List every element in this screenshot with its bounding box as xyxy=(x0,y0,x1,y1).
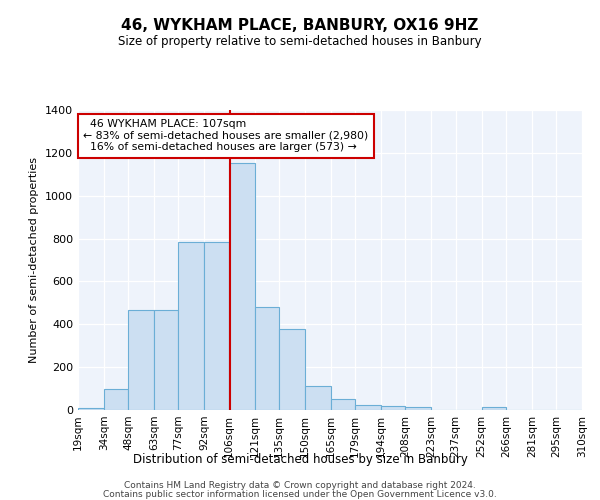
Bar xyxy=(331,400,355,410)
Bar xyxy=(229,162,254,410)
Bar xyxy=(406,407,431,410)
Bar xyxy=(104,388,128,410)
Bar xyxy=(78,408,104,410)
Bar xyxy=(381,406,406,410)
Text: Distribution of semi-detached houses by size in Banbury: Distribution of semi-detached houses by … xyxy=(133,452,467,466)
Bar xyxy=(279,328,305,410)
Bar xyxy=(128,310,154,410)
Text: Contains HM Land Registry data © Crown copyright and database right 2024.: Contains HM Land Registry data © Crown c… xyxy=(124,481,476,490)
Text: 46 WYKHAM PLACE: 107sqm  
← 83% of semi-detached houses are smaller (2,980)
  16: 46 WYKHAM PLACE: 107sqm ← 83% of semi-de… xyxy=(83,119,368,152)
Bar xyxy=(355,404,381,410)
Text: Contains public sector information licensed under the Open Government Licence v3: Contains public sector information licen… xyxy=(103,490,497,499)
Text: Size of property relative to semi-detached houses in Banbury: Size of property relative to semi-detach… xyxy=(118,35,482,48)
Bar xyxy=(482,407,506,410)
Bar xyxy=(254,307,279,410)
Bar xyxy=(305,386,331,410)
Text: 46, WYKHAM PLACE, BANBURY, OX16 9HZ: 46, WYKHAM PLACE, BANBURY, OX16 9HZ xyxy=(121,18,479,32)
Y-axis label: Number of semi-detached properties: Number of semi-detached properties xyxy=(29,157,40,363)
Bar xyxy=(178,242,205,410)
Bar xyxy=(205,242,229,410)
Bar xyxy=(154,310,178,410)
